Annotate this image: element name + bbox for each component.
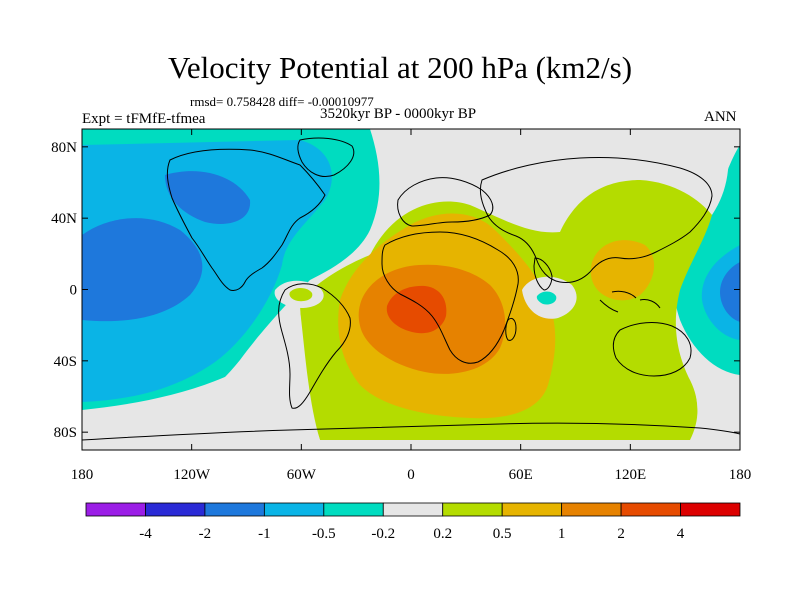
colorbar-label: 1 [558, 526, 566, 542]
colorbar-label: -0.2 [371, 526, 395, 542]
colorbar-label: -1 [258, 526, 271, 542]
coast-antarctica [82, 422, 740, 441]
lon-tick-label: 180 [729, 467, 752, 483]
lon-tick-label: 0 [407, 467, 415, 483]
lat-tick-label: 40S [54, 354, 77, 370]
lon-tick-label: 120W [173, 467, 211, 483]
lat-tick-label: 80N [51, 140, 77, 156]
coast-europe [397, 177, 494, 227]
coast-north-america [166, 148, 326, 291]
colorbar-swatch [382, 502, 444, 517]
experiment-label: Expt = tFMfE-tfmea [82, 111, 206, 127]
colorbar-swatch [680, 502, 741, 517]
colorbar-label: -4 [139, 526, 152, 542]
chart-title: Velocity Potential at 200 hPa (km2/s) [167, 50, 633, 85]
colorbar-label: 2 [617, 526, 625, 542]
colorbar-swatch [145, 502, 206, 517]
colorbar-swatch [620, 502, 681, 517]
coast-southeast-asia-islands [599, 290, 661, 313]
positive-max-region [386, 285, 447, 334]
positive-atlantic-pocket [289, 287, 313, 302]
colorbar [85, 502, 741, 517]
colorbar-label: -2 [199, 526, 212, 542]
negative-mid-region [82, 140, 332, 402]
negative-indian-ocean-pocket [536, 291, 557, 305]
colorbar-swatch [561, 502, 622, 517]
lon-tick-label: 60E [509, 467, 533, 483]
lon-tick-label: 60W [287, 467, 317, 483]
coastlines [82, 137, 740, 441]
colorbar-labels: -4 -2 -1 -0.5 -0.2 0.2 0.5 1 2 4 [139, 526, 685, 542]
lon-tick-label: 120E [614, 467, 646, 483]
colorbar-label: -0.5 [312, 526, 336, 542]
negative-strong-region [82, 218, 203, 322]
lat-tick-label: 80S [54, 425, 77, 441]
colorbar-label: 0.2 [433, 526, 452, 542]
colorbar-swatch [323, 502, 384, 517]
longitude-axis: 180 120W 60W 0 60E 120E 180 [71, 129, 752, 483]
coast-india [533, 257, 553, 291]
lat-tick-label: 0 [70, 283, 78, 299]
negative-strong-ne-region [165, 171, 251, 224]
colorbar-swatch [501, 502, 563, 517]
colorbar-swatch [85, 502, 146, 517]
coast-south-america [278, 283, 351, 409]
contour-fields [82, 129, 740, 450]
coast-madagascar [505, 317, 517, 341]
coast-africa [381, 231, 519, 364]
lon-tick-label: 180 [71, 467, 94, 483]
colorbar-label: 4 [677, 526, 685, 542]
negative-east-pacific-strong [720, 262, 740, 322]
season-label: ANN [704, 109, 737, 125]
colorbar-swatch [204, 502, 265, 517]
lat-tick-label: 40N [51, 211, 77, 227]
colorbar-swatch [263, 502, 325, 517]
neutral-south-pacific-region [82, 310, 320, 450]
period-label: 3520kyr BP - 0000kyr BP [320, 106, 477, 122]
coast-australia [612, 322, 692, 377]
neutral-arctic-region [380, 129, 740, 228]
stats-label: rmsd= 0.758428 diff= -0.00010977 [190, 94, 374, 109]
coast-greenland [297, 137, 355, 177]
positive-mid-asia-region [590, 240, 655, 301]
neutral-southeast-region [690, 373, 740, 450]
colorbar-label: 0.5 [493, 526, 512, 542]
coast-asia [479, 156, 713, 283]
latitude-axis: 80N 40N 0 40S 80S [51, 140, 740, 441]
colorbar-swatch [442, 502, 503, 517]
